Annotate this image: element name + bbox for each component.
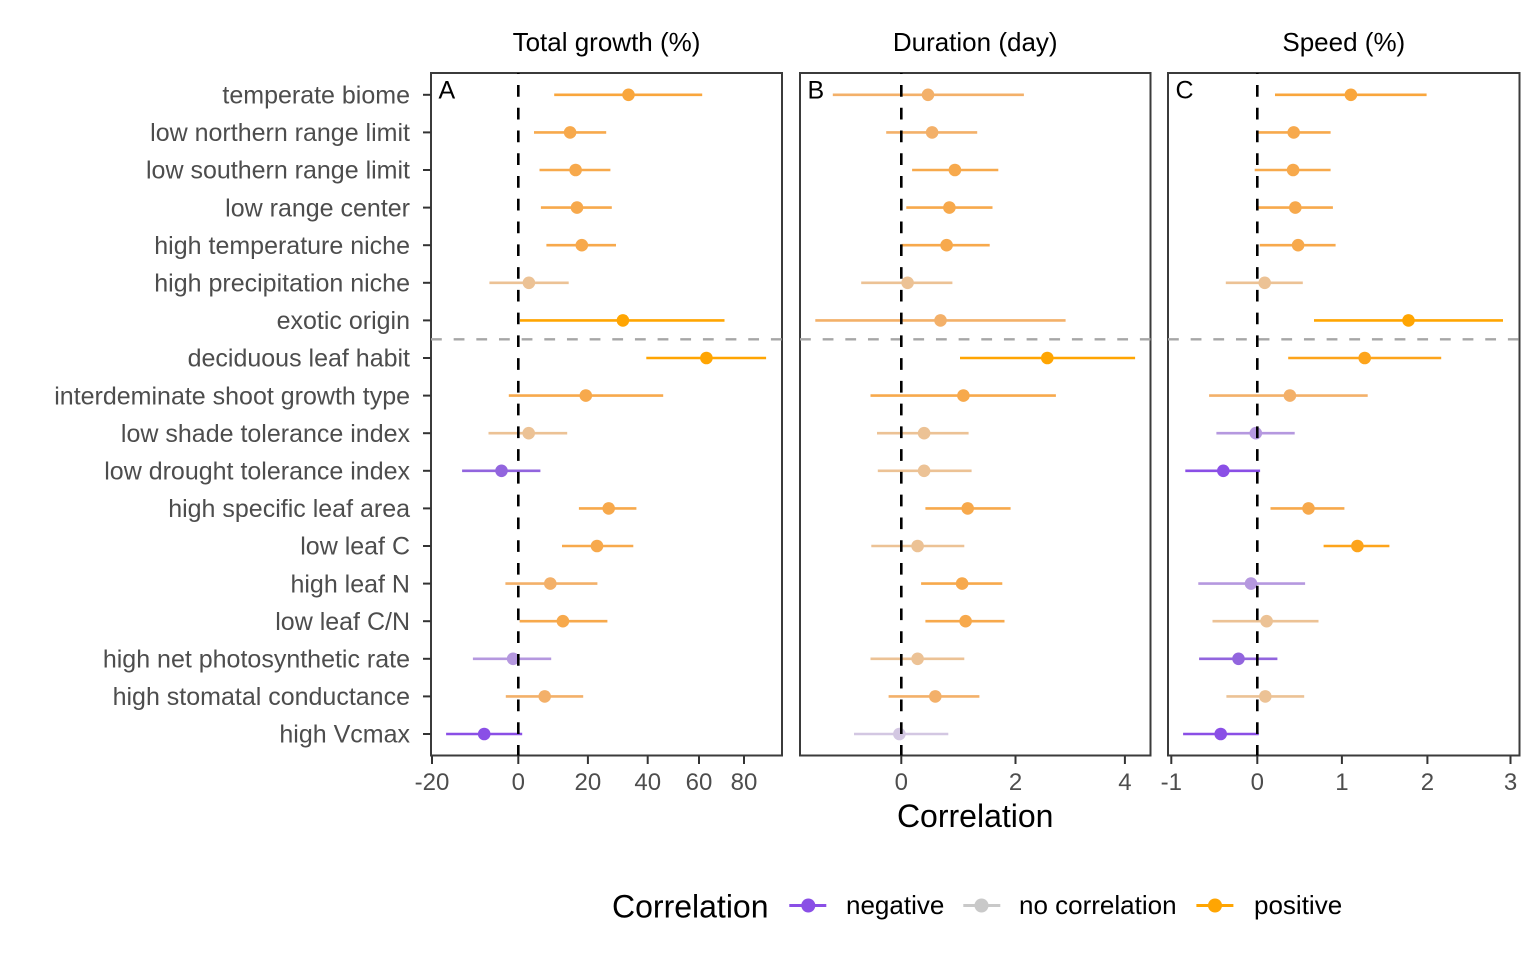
svg-text:high specific leaf area: high specific leaf area [168,495,410,523]
svg-text:positive: positive [1254,890,1342,920]
svg-text:temperate biome: temperate biome [222,82,410,110]
svg-text:1: 1 [1335,769,1348,796]
svg-text:2: 2 [1421,769,1434,796]
svg-text:high temperature niche: high temperature niche [154,232,410,260]
svg-text:2: 2 [1009,769,1022,796]
svg-text:high net photosynthetic rate: high net photosynthetic rate [103,646,410,674]
svg-text:40: 40 [634,769,661,796]
svg-text:Speed (%): Speed (%) [1282,27,1405,57]
svg-text:low range center: low range center [225,194,410,222]
svg-text:-20: -20 [415,769,450,796]
svg-text:high precipitation niche: high precipitation niche [154,270,410,298]
svg-text:low drought tolerance index: low drought tolerance index [104,458,410,486]
svg-text:low leaf C: low leaf C [300,533,410,561]
svg-text:Correlation: Correlation [612,889,769,925]
svg-text:-1: -1 [1161,769,1182,796]
svg-text:exotic origin: exotic origin [277,307,410,335]
svg-text:0: 0 [1251,769,1264,796]
svg-text:interdeminate shoot growth typ: interdeminate shoot growth type [54,382,410,410]
svg-text:0: 0 [895,769,908,796]
svg-text:low shade tolerance index: low shade tolerance index [121,420,411,448]
svg-text:A: A [439,77,456,105]
svg-text:low southern range limit: low southern range limit [146,157,410,185]
svg-text:C: C [1176,77,1194,105]
svg-text:negative: negative [846,890,944,920]
svg-text:low leaf C/N: low leaf C/N [275,608,410,636]
svg-text:high stomatal conductance: high stomatal conductance [113,683,410,711]
svg-text:4: 4 [1118,769,1131,796]
svg-text:Correlation: Correlation [897,798,1054,834]
svg-text:20: 20 [575,769,602,796]
svg-text:high leaf N: high leaf N [290,570,410,598]
svg-text:80: 80 [731,769,758,796]
svg-text:high Vcmax: high Vcmax [279,721,410,749]
svg-text:Duration (day): Duration (day) [893,27,1058,57]
svg-text:0: 0 [512,769,525,796]
svg-text:B: B [808,77,825,105]
svg-text:Total growth (%): Total growth (%) [513,27,701,57]
svg-text:low northern range limit: low northern range limit [150,119,410,147]
svg-text:deciduous leaf habit: deciduous leaf habit [188,345,410,373]
svg-text:3: 3 [1504,769,1517,796]
svg-text:60: 60 [686,769,713,796]
svg-text:no correlation: no correlation [1019,890,1177,920]
